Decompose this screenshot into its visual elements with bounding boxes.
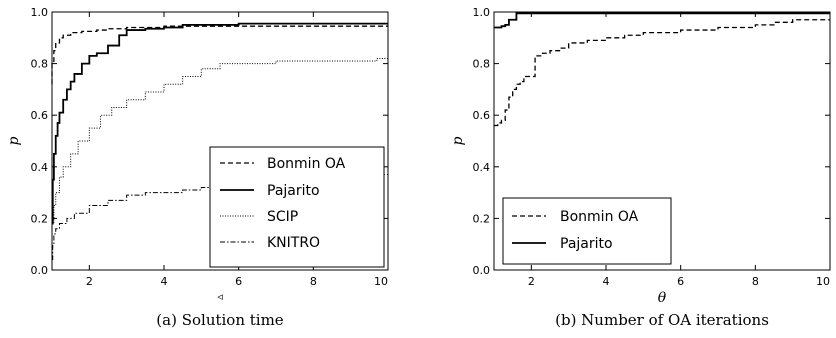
chart-a-ytick-label: 0.2: [31, 212, 49, 225]
chart-b-legend-box: [502, 197, 672, 265]
chart-b-ytick-label: 1.0: [473, 6, 491, 19]
chart-b-series: [494, 12, 830, 127]
chart-b-xtick-label: 10: [816, 275, 830, 288]
chart-b-ytick-label: 0.4: [473, 161, 491, 174]
chart-b: 0.0 0.2 0.4 0.6 0.8 1.0 2 4 6 8 10 p θ Bonmin OA P…: [450, 6, 831, 329]
chart-b-xtick-label: 6: [677, 275, 684, 288]
legend-b-label-bonmin: Bonmin OA: [560, 209, 639, 225]
legend-a-label-knitro: KNITRO: [267, 235, 320, 251]
chart-b-xtick-label: 4: [603, 275, 610, 288]
chart-b-line-pajarito: [494, 12, 830, 29]
chart-b-caption: (b) Number of OA iterations: [555, 311, 769, 329]
legend-b-label-pajarito: Pajarito: [560, 236, 613, 252]
chart-b-xlabel: θ: [658, 290, 667, 306]
chart-a-ylabel: p: [6, 136, 22, 145]
chart-a-ytick-label: 0.4: [31, 161, 49, 174]
chart-a-legend-box: [209, 146, 385, 268]
chart-a-caption: (a) Solution time: [156, 311, 284, 329]
chart-a-xlabel: ◃: [217, 290, 223, 303]
chart-a-xtick-label: 8: [310, 275, 317, 288]
chart-b-legend: Bonmin OA Pajarito: [502, 197, 672, 265]
chart-b-ytick-label: 0.2: [473, 212, 491, 225]
chart-a-xtick-label: 10: [374, 275, 388, 288]
chart-b-line-bonmin-oa: [494, 19, 830, 127]
legend-a-label-scip: SCIP: [267, 209, 298, 225]
chart-a-ytick-label: 0.8: [31, 58, 49, 71]
chart-a-ticks: 0.0 0.2 0.4 0.6 0.8 1.0 2 4 6 8 10: [31, 6, 389, 288]
chart-a-line-knitro: [52, 171, 389, 261]
chart-b-ytick-label: 0.6: [473, 109, 491, 122]
chart-a-xtick-label: 4: [161, 275, 168, 288]
chart-a-line-scip: [52, 55, 389, 225]
chart-b-ytick-label: 0.8: [473, 58, 491, 71]
chart-a: 0.0 0.2 0.4 0.6 0.8 1.0 2 4 6 8 10 p ◃ Bonmin OA P…: [6, 6, 389, 329]
chart-b-ytick-label: 0.0: [473, 264, 491, 277]
legend-a-label-bonmin: Bonmin OA: [267, 156, 346, 172]
chart-a-xtick-label: 6: [235, 275, 242, 288]
legend-a-label-pajarito: Pajarito: [267, 183, 320, 199]
chart-b-xtick-label: 8: [752, 275, 759, 288]
chart-a-legend: Bonmin OA Pajarito SCIP KNITRO: [209, 146, 385, 268]
chart-b-xtick-label: 2: [528, 275, 535, 288]
chart-a-ytick-label: 0.6: [31, 109, 49, 122]
chart-a-series: [51, 22, 389, 261]
chart-a-line-pajarito: [51, 22, 388, 225]
chart-a-line-bonmin-oa: [51, 25, 388, 85]
chart-b-frame: [493, 11, 831, 271]
chart-b-ylabel: p: [450, 136, 466, 145]
chart-a-ytick-label: 1.0: [31, 6, 49, 19]
chart-b-ticks: 0.0 0.2 0.4 0.6 0.8 1.0 2 4 6 8 10: [473, 6, 831, 288]
chart-a-ytick-label: 0.0: [31, 264, 49, 277]
chart-a-xtick-label: 2: [86, 275, 93, 288]
chart-a-frame: [51, 11, 389, 271]
